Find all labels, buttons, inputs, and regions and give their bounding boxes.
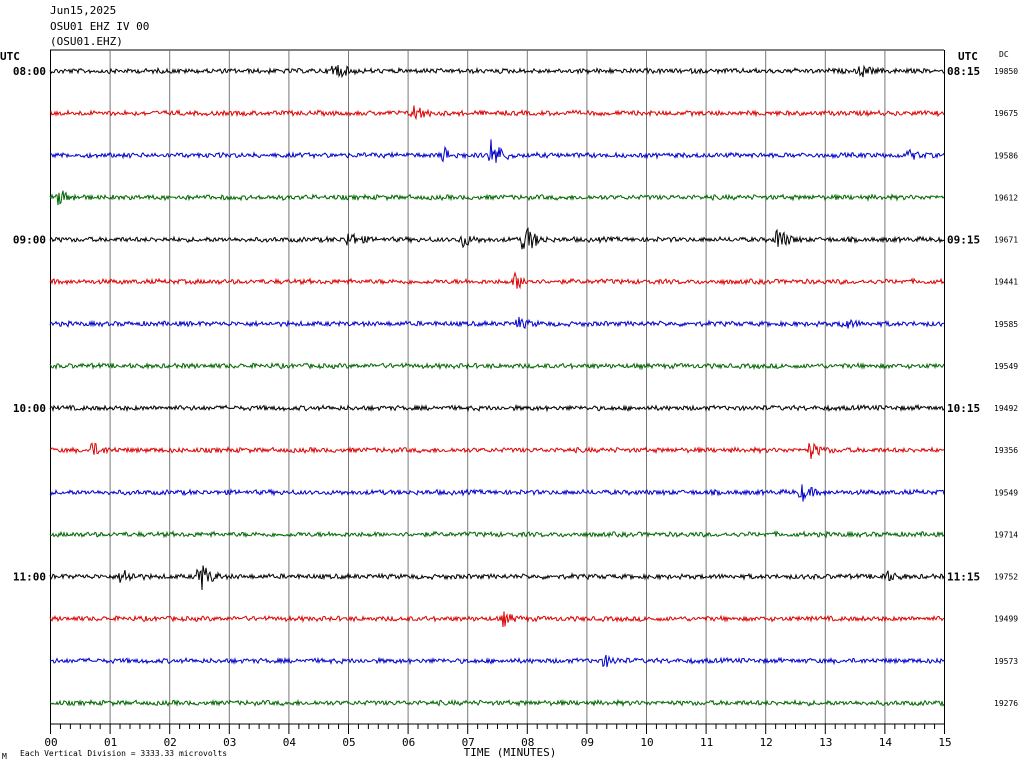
row-left-time: 11:00 [13,571,46,584]
x-tick-label: 12 [760,736,773,749]
row-right-time: 08:15 [947,65,980,78]
trace-row-5 [49,271,945,290]
x-tick-label: 03 [223,736,236,749]
x-axis: 00 01 02 03 04 05 06 07 08 09 10 11 12 13 14 15 [44,723,952,749]
header-station: OSU01 EHZ IV 00 [50,20,150,33]
row-dc-value: 19441 [994,278,1018,287]
x-tick-label: 09 [581,736,594,749]
x-axis-title: TIME (MINUTES) [464,746,557,759]
trace-row-4 [49,227,945,250]
trace-row-13 [49,611,945,628]
x-tick-label: 06 [402,736,415,749]
row-dc-value: 19492 [994,404,1018,413]
x-tick-label: 05 [342,736,355,749]
row-left-time: 08:00 [13,65,46,78]
trace-row-10 [49,484,945,502]
trace-row-3 [49,190,945,206]
row-dc-value: 19499 [994,615,1018,624]
row-dc-value: 19850 [994,67,1018,76]
x-tick-label: 01 [104,736,117,749]
header-channel: (OSU01.EHZ) [50,35,123,48]
row-dc-value: 19671 [994,236,1018,245]
row-dc-value: 19585 [994,320,1018,329]
trace-row-1 [49,105,945,121]
header-date: Jun15,2025 [50,4,117,17]
x-tick-label: 00 [44,736,57,749]
x-tick-label: 11 [700,736,713,749]
trace-row-8 [49,403,945,413]
row-right-time: 09:15 [947,234,980,247]
row-left-time: 09:00 [13,234,46,247]
row-dc-value: 19549 [994,362,1018,371]
x-tick-label: 02 [164,736,177,749]
row-right-time: 11:15 [947,571,980,584]
grid-lines [50,49,945,724]
row-right-time: 10:15 [947,402,980,415]
row-labels: 08:00 08:15 19850 19675 19586 19612 09:00 09:15… [13,65,1018,708]
right-utc-label: UTC [958,50,978,63]
row-dc-value: 19549 [994,488,1018,497]
trace-row-2 [49,139,945,163]
x-tick-label: 10 [640,736,653,749]
corner-mark: M [2,752,7,761]
x-tick-label: 04 [283,736,297,749]
row-dc-value: 19573 [994,657,1018,666]
trace-row-7 [49,361,945,371]
row-dc-value: 19675 [994,109,1018,118]
row-dc-value: 19586 [994,151,1018,160]
x-tick-label: 07 [462,736,475,749]
trace-row-12 [49,565,945,591]
trace-row-6 [49,316,944,329]
row-left-time: 10:00 [13,402,46,415]
left-utc-label: UTC [0,50,20,63]
row-dc-value: 19612 [994,193,1018,202]
trace-row-15 [49,698,945,708]
row-dc-value: 19356 [994,446,1018,455]
x-tick-label: 15 [938,736,951,749]
x-tick-label: 14 [879,736,893,749]
trace-row-14 [49,654,945,668]
seismic-traces [49,64,945,708]
row-dc-value: 19276 [994,699,1018,708]
dc-label: DC [999,50,1009,59]
scale-note: Each Vertical Division = 3333.33 microvo… [20,749,228,758]
x-tick-label: 08 [521,736,534,749]
trace-row-9 [49,442,945,459]
row-dc-value: 19714 [994,530,1018,539]
row-dc-value: 19752 [994,573,1018,582]
trace-row-0 [49,64,945,79]
x-tick-label: 13 [819,736,832,749]
trace-row-11 [49,530,945,539]
